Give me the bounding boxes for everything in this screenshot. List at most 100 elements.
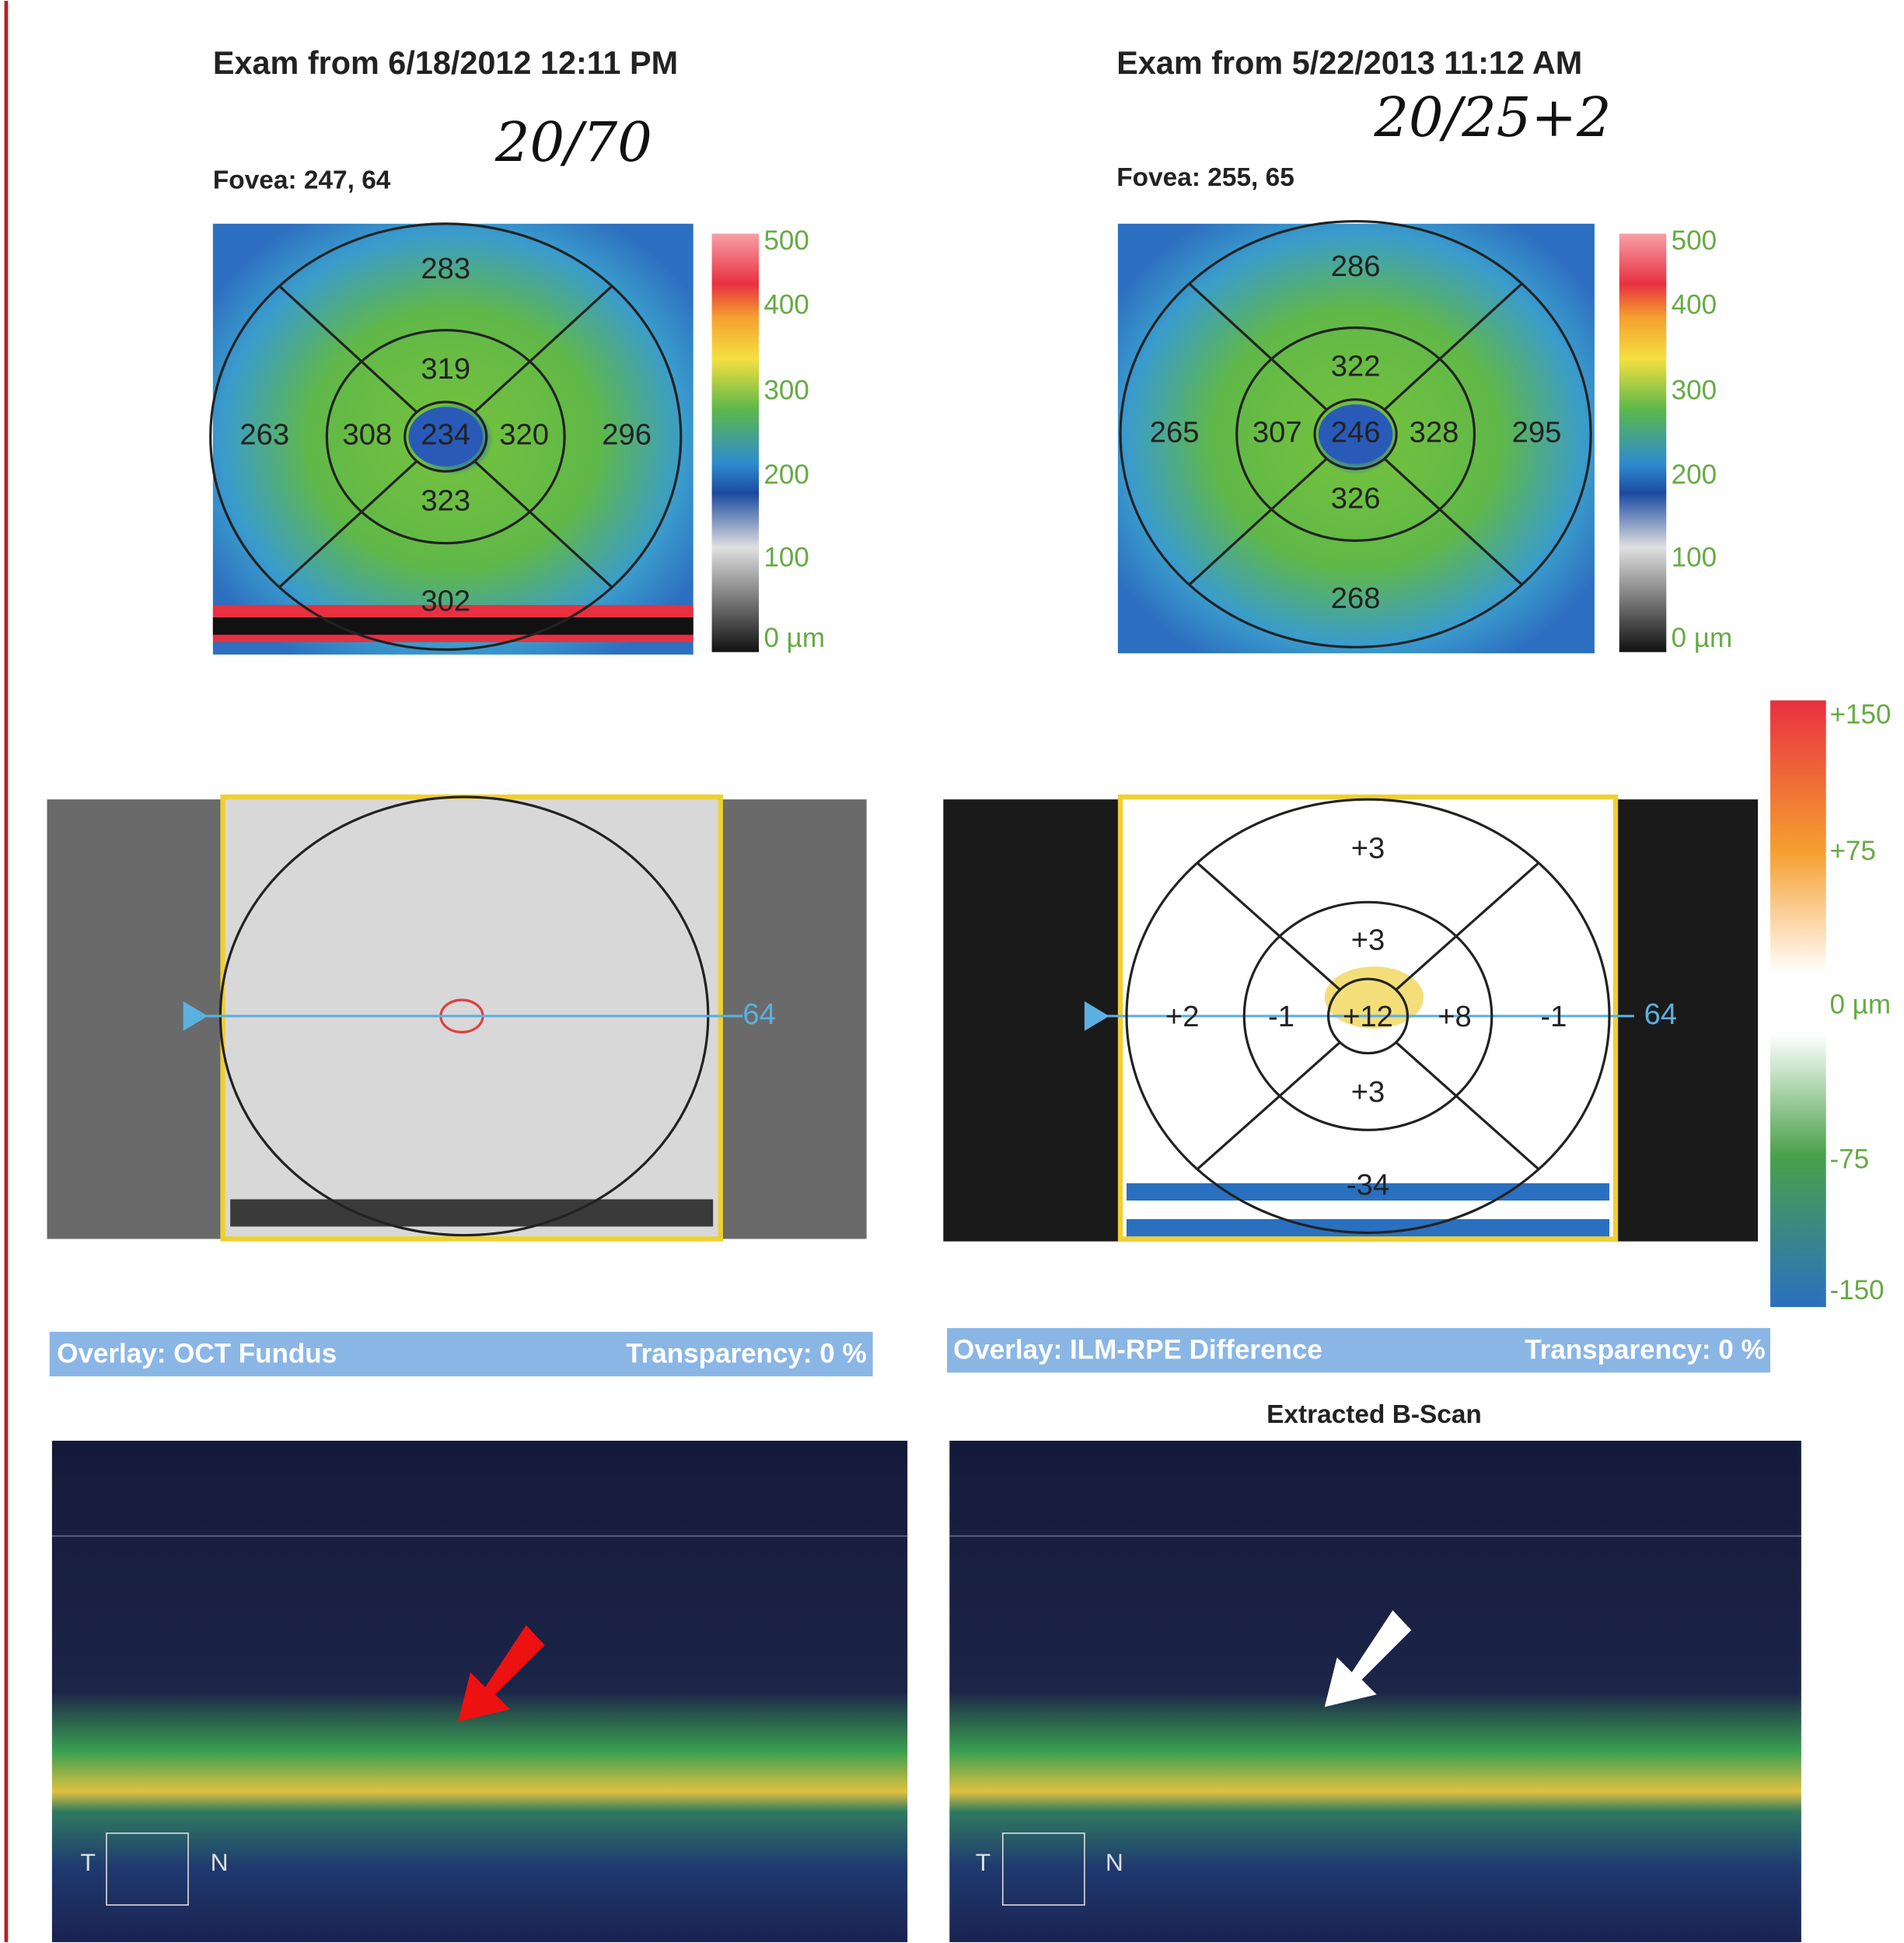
orientation-box	[106, 1832, 189, 1906]
sector-value: 234	[421, 418, 470, 452]
overlay-bar	[49, 1331, 873, 1377]
sector-value: 302	[421, 584, 470, 617]
scan-number: 64	[1644, 998, 1677, 1031]
exam-title: Exam from 5/22/2013 11:12 AM	[1116, 45, 1582, 81]
scale-label: 400	[763, 290, 809, 320]
scale-label: +75	[1829, 836, 1875, 866]
difference-value: +8	[1438, 1000, 1472, 1033]
arrow	[458, 1625, 545, 1722]
grid-circle	[1242, 900, 1494, 1131]
sector-value: 265	[1150, 416, 1200, 449]
fovea: Fovea: 255, 65	[1116, 163, 1294, 192]
artifact	[230, 1199, 714, 1227]
sector-value: 283	[421, 252, 470, 285]
fundus-scan-area	[220, 794, 723, 1242]
scan-number: 64	[742, 998, 776, 1031]
exam-left: Exam from 6/18/2012 12:11 PM 20/70 Fovea…	[47, 45, 908, 1942]
grid-circle	[209, 222, 683, 652]
acuity: 20/25+2	[1373, 86, 1611, 149]
grid-circle	[1119, 219, 1592, 648]
orientation-label: T	[81, 1848, 96, 1876]
grid-spoke	[1395, 861, 1540, 991]
grid-spoke	[1196, 861, 1341, 991]
scale-label: 300	[1672, 376, 1717, 406]
overlay-label: Overlay: ILM-RPE Difference	[953, 1335, 1322, 1365]
grid-circle	[1326, 977, 1410, 1055]
scale-label: 200	[763, 460, 809, 490]
sector-value: 326	[1331, 481, 1381, 515]
grid-spoke	[278, 460, 418, 589]
scan-pointer	[183, 1001, 208, 1031]
difference-value: +2	[1165, 1000, 1200, 1033]
colorbar	[711, 233, 760, 652]
scale-label: 400	[1672, 290, 1717, 320]
difference-value: -34	[1347, 1169, 1389, 1202]
grid-spoke	[473, 460, 613, 589]
b-scan	[949, 1440, 1801, 1942]
acuity: 20/70	[494, 110, 652, 174]
colorbar	[1619, 233, 1667, 652]
grid-circle	[325, 329, 566, 545]
scale-label: 300	[763, 376, 809, 406]
difference-value: -1	[1268, 1000, 1294, 1033]
difference-value: -1	[1540, 1000, 1567, 1033]
artifact	[1127, 1183, 1610, 1201]
orientation-box	[1001, 1832, 1085, 1906]
sector-value: 323	[421, 484, 470, 518]
scale-label: -150	[1829, 1275, 1884, 1305]
fovea-pit	[1318, 404, 1393, 464]
grid-circle	[1125, 798, 1611, 1235]
colorbar	[1770, 700, 1826, 1308]
transparency-label: Transparency: 0 %	[626, 1338, 866, 1368]
scale-label: 200	[1672, 460, 1717, 490]
orientation-label: N	[1106, 1848, 1123, 1876]
sector-value: 268	[1331, 582, 1381, 615]
overlay-bar	[947, 1328, 1771, 1373]
orientation-label: T	[976, 1848, 990, 1876]
scale-label: 0 µm	[763, 623, 825, 653]
fovea-pit	[408, 407, 484, 467]
sector-value: 296	[602, 418, 652, 452]
difference-value: +12	[1343, 1000, 1393, 1033]
difference-value: +3	[1351, 923, 1385, 956]
transparency-label: Transparency: 0 %	[1525, 1335, 1765, 1365]
grid-spoke	[1383, 282, 1523, 411]
sector-value: 307	[1252, 416, 1302, 449]
scan-pointer	[1084, 1001, 1109, 1031]
sector-value: 263	[239, 418, 289, 452]
artifact	[1127, 1218, 1610, 1237]
scale-label: 100	[1672, 543, 1717, 573]
sector-value: 322	[1331, 350, 1381, 383]
sector-value: 319	[421, 352, 470, 386]
grid-spoke	[1188, 457, 1328, 586]
sector-value: 246	[1331, 416, 1381, 449]
scale-label: 500	[1672, 225, 1717, 256]
difference-value: +3	[1351, 832, 1385, 865]
grid-circle	[1235, 326, 1476, 542]
grid-spoke	[1383, 457, 1523, 586]
sector-value: 328	[1410, 416, 1459, 449]
exam-right: Exam from 5/22/2013 11:12 AM 20/25+2 Fov…	[943, 45, 1826, 1942]
difference-value: +3	[1351, 1075, 1385, 1109]
scale-label: 100	[763, 543, 809, 573]
sector-value: 308	[342, 418, 392, 452]
orientation-label: N	[211, 1848, 229, 1876]
artifact	[212, 617, 693, 635]
grid-spoke	[1196, 1041, 1341, 1171]
scale-label: 0 µm	[1672, 623, 1733, 653]
scale-label: 500	[763, 225, 809, 256]
fovea: Fovea: 247, 64	[213, 166, 391, 194]
scale-label: +150	[1829, 700, 1891, 730]
grid-spoke	[1395, 1041, 1540, 1171]
scale-label: -75	[1829, 1144, 1869, 1174]
scale-label: 0 µm	[1829, 989, 1891, 1019]
sector-value: 295	[1512, 416, 1562, 449]
arrow	[1324, 1610, 1412, 1707]
b-scan-title: Extracted B-Scan	[1266, 1400, 1482, 1429]
grid-spoke	[1188, 282, 1328, 411]
exam-title: Exam from 6/18/2012 12:11 PM	[213, 45, 678, 81]
grid-spoke	[473, 285, 613, 414]
grid-spoke	[278, 285, 418, 414]
grid-circle	[404, 400, 488, 473]
